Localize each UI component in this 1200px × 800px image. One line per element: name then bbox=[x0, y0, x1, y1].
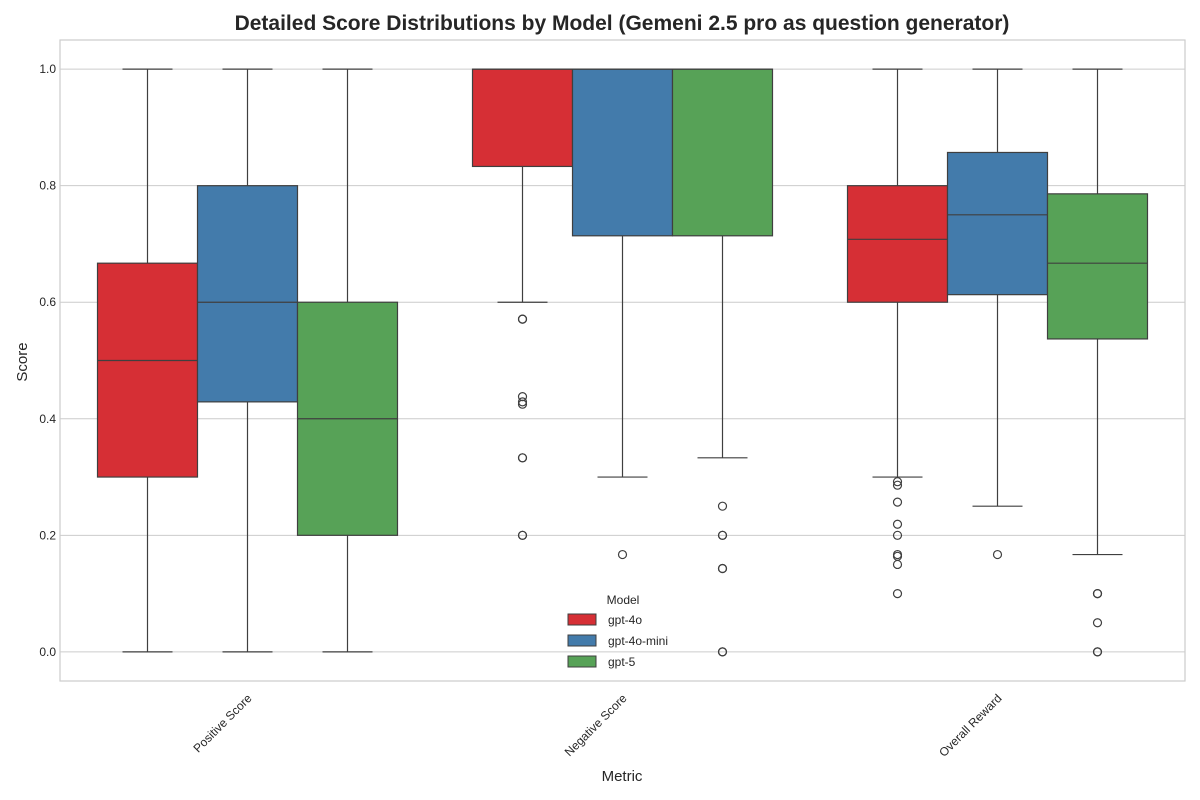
x-axis-label: Metric bbox=[602, 768, 643, 785]
y-tick-label: 0.4 bbox=[39, 412, 56, 426]
y-tick-label: 0.6 bbox=[39, 295, 56, 309]
outlier-point bbox=[892, 530, 903, 540]
outlier-point bbox=[1092, 618, 1103, 628]
box-group bbox=[471, 68, 574, 540]
legend-swatch bbox=[567, 613, 597, 626]
legend-swatch bbox=[567, 655, 597, 668]
outlier-point bbox=[892, 588, 903, 599]
outlier-point bbox=[517, 453, 528, 463]
y-tick-label: 0.0 bbox=[39, 645, 56, 659]
box-group bbox=[196, 68, 299, 653]
legend-label: gpt-4o-mini bbox=[608, 634, 668, 648]
outlier-point bbox=[617, 549, 628, 560]
outlier-point bbox=[892, 559, 903, 570]
outlier-point bbox=[717, 647, 728, 657]
chart-title: Detailed Score Distributions by Model (G… bbox=[235, 12, 1010, 35]
box-group bbox=[571, 68, 674, 560]
box bbox=[671, 68, 774, 237]
outlier-point bbox=[892, 519, 903, 529]
box-group bbox=[946, 68, 1049, 560]
box bbox=[846, 185, 949, 303]
y-tick-labels: 0.0 0.2 0.4 0.6 0.8 1.0 bbox=[39, 62, 56, 659]
legend-label: gpt-4o bbox=[608, 613, 642, 627]
box-group bbox=[96, 68, 199, 653]
y-tick-label: 0.2 bbox=[39, 528, 56, 542]
x-tick-label: Negative Score bbox=[562, 691, 630, 759]
plot-frame bbox=[59, 39, 1186, 682]
box bbox=[196, 185, 299, 403]
box bbox=[571, 68, 674, 237]
boxes bbox=[96, 68, 1149, 657]
legend-title: Model bbox=[607, 593, 640, 607]
box bbox=[471, 68, 574, 168]
outlier-point bbox=[517, 399, 528, 409]
x-tick-label: Overall Reward bbox=[936, 691, 1004, 759]
outlier-point bbox=[892, 477, 903, 487]
outlier-point bbox=[517, 530, 528, 540]
box-group bbox=[296, 68, 399, 653]
legend: Model gpt-4o gpt-4o-mini gpt-5 bbox=[567, 593, 668, 669]
y-tick-label: 0.8 bbox=[39, 179, 56, 193]
outlier-point bbox=[517, 397, 528, 407]
outlier-point bbox=[517, 314, 528, 324]
outlier-point bbox=[717, 501, 728, 511]
legend-items: gpt-4o gpt-4o-mini gpt-5 bbox=[567, 613, 668, 669]
outlier-point bbox=[717, 530, 728, 540]
y-tick-label: 1.0 bbox=[39, 62, 56, 76]
outlier-point bbox=[717, 563, 728, 574]
outlier-point bbox=[1092, 588, 1103, 599]
legend-swatch bbox=[567, 634, 597, 647]
box bbox=[96, 262, 199, 478]
box bbox=[1046, 193, 1149, 340]
x-tick-labels: Positive Score Negative Score Overall Rewa… bbox=[190, 691, 1004, 760]
outlier-point bbox=[992, 549, 1003, 560]
x-tick-label: Positive Score bbox=[190, 691, 254, 755]
box-group bbox=[846, 68, 949, 599]
y-axis-label: Score bbox=[14, 342, 31, 381]
outlier-point bbox=[892, 480, 903, 490]
box-group bbox=[1046, 68, 1149, 657]
box-group bbox=[671, 68, 774, 657]
legend-label: gpt-5 bbox=[608, 655, 636, 669]
outlier-point bbox=[892, 497, 903, 507]
outlier-point bbox=[1092, 647, 1103, 657]
box bbox=[946, 151, 1049, 296]
